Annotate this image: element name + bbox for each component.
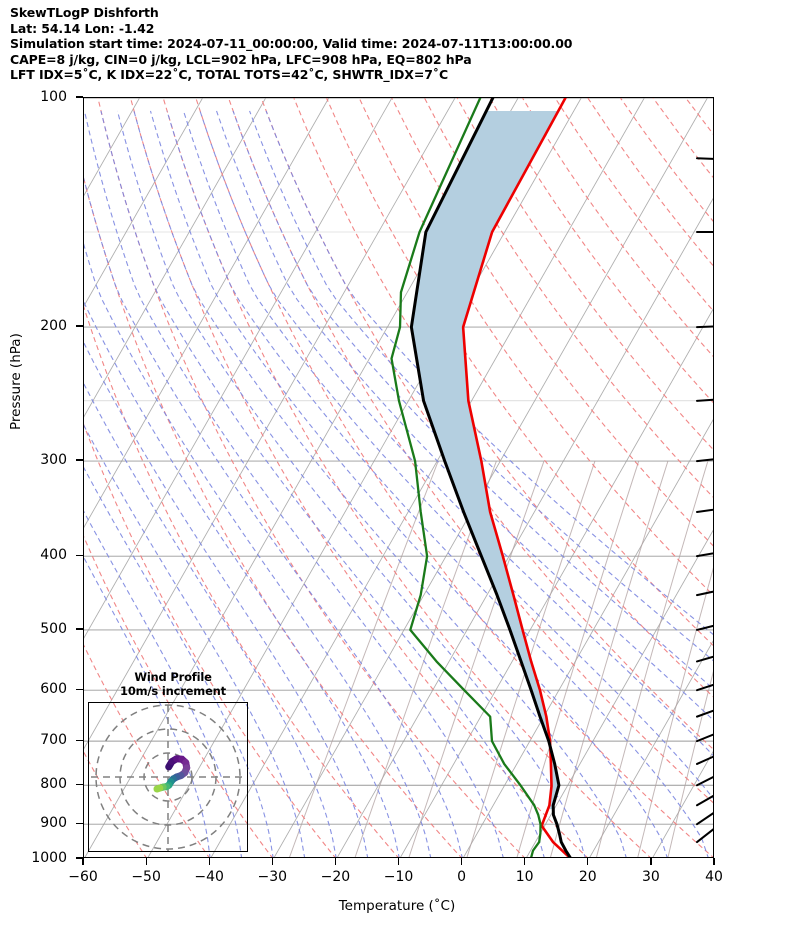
header-block: SkewTLogP Dishforth Lat: 54.14 Lon: -1.4… [10, 5, 770, 83]
wind-profile-title-line2: 10m/s increment [120, 684, 226, 698]
temperature-tick [587, 858, 589, 865]
pressure-tick [76, 783, 83, 785]
temperature-curve [409, 98, 572, 857]
pressure-tick-label: 200 [40, 318, 67, 335]
x-axis-title: Temperature (˚C) [338, 898, 456, 914]
pressure-tick-label: 300 [40, 452, 67, 469]
temperature-tick-label: 40 [705, 869, 723, 885]
dewpoint-curve [390, 98, 542, 857]
skewt-canvas [84, 98, 713, 857]
header-times: Simulation start time: 2024-07-11_00:00:… [10, 36, 573, 51]
cape-shaded-region [411, 110, 559, 810]
header-location: Lat: 54.14 Lon: -1.42 [10, 20, 155, 36]
pressure-tick [76, 688, 83, 690]
pressure-tick-label: 600 [40, 681, 67, 698]
pressure-tick-label: 100 [40, 89, 67, 105]
pressure-tick-label: 1000 [31, 850, 67, 866]
parcel-path-curve [461, 98, 571, 857]
temperature-tick [334, 858, 337, 865]
temperature-tick-label: −50 [131, 869, 161, 885]
hodograph-box [88, 702, 248, 852]
wind-profile-inset: Wind Profile 10m/s increment [88, 670, 258, 855]
temperature-tick-label: −40 [194, 869, 224, 885]
temperature-tick-label: −10 [383, 869, 414, 885]
temperature-tick [208, 858, 210, 865]
header-indices-2: LFT IDX=5˚C, K IDX=22˚C, TOTAL TOTS=42˚C… [10, 67, 449, 82]
pressure-tick-label: 500 [40, 620, 67, 637]
header-indices-1: CAPE=8 j/kg, CIN=0 j/kg, LCL=902 hPa, LF… [10, 51, 472, 67]
pressure-tick-label: 400 [40, 547, 67, 564]
temperature-tick [524, 858, 526, 865]
pressure-tick [76, 554, 83, 556]
temperature-tick [713, 858, 715, 865]
pressure-tick-label: 800 [40, 776, 67, 793]
pressure-tick [76, 857, 83, 859]
temperature-tick-label: 0 [457, 869, 467, 885]
pressure-tick [76, 822, 83, 824]
mixing-ratio-lines [289, 460, 713, 857]
skewt-plot-area [83, 97, 714, 858]
temperature-tick [650, 858, 652, 865]
hodograph-ring [143, 752, 193, 802]
pressure-tick [76, 325, 83, 327]
wind-profile-title-line1: Wind Profile [134, 670, 212, 684]
pressure-tick [76, 739, 83, 741]
temperature-tick [271, 858, 273, 865]
pressure-tick [76, 628, 83, 630]
wind-barb-column [696, 157, 713, 844]
wind-profile-title: Wind Profile 10m/s increment [88, 670, 258, 698]
pressure-tick [76, 459, 83, 461]
pressure-tick [76, 96, 83, 98]
hodograph-canvas [89, 703, 247, 851]
pressure-tick-label: 900 [40, 815, 67, 832]
header-title: SkewTLogP Dishforth [10, 5, 159, 20]
temperature-tick-label: 20 [578, 869, 597, 885]
temperature-tick-label: 10 [515, 869, 534, 885]
pressure-tick-label: 700 [40, 732, 67, 749]
temperature-tick-label: 30 [641, 869, 660, 885]
hodograph-trace-segment [153, 784, 164, 793]
temperature-tick [461, 858, 463, 865]
temperature-tick [145, 858, 147, 865]
temperature-tick-label: −30 [257, 869, 288, 885]
temperature-tick-label: −20 [320, 869, 351, 885]
hodograph-ring [119, 728, 217, 826]
moist-adiabat-lines [84, 110, 713, 857]
temperature-tick-label: −60 [68, 869, 98, 885]
temperature-tick [82, 858, 84, 865]
temperature-tick [397, 858, 400, 865]
y-axis-title: Pressure (hPa) [8, 333, 24, 430]
hodograph-ring [95, 704, 241, 850]
